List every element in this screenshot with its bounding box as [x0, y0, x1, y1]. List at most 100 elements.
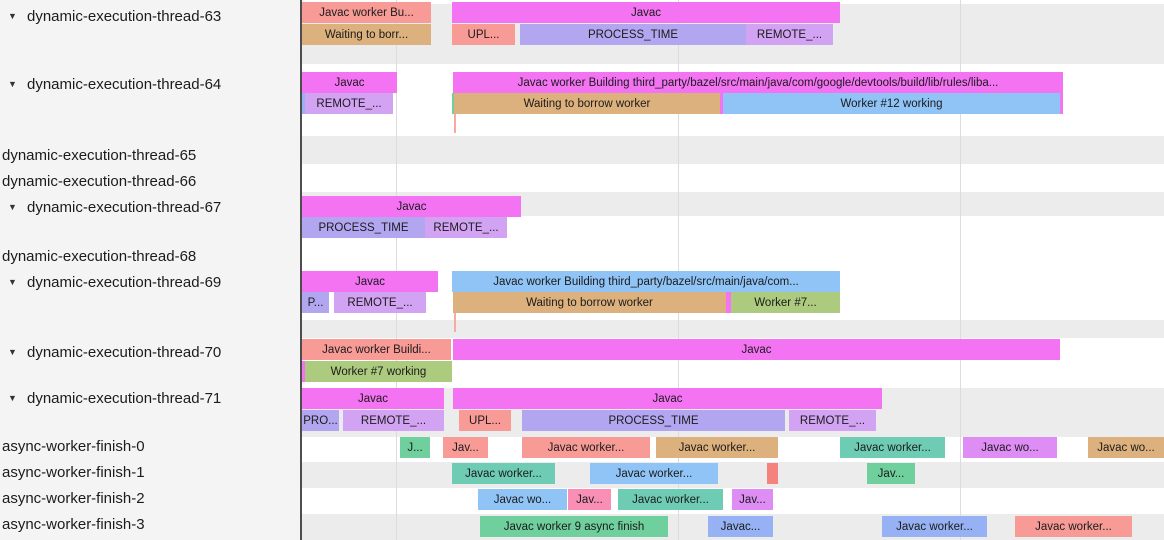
- slice-label: REMOTE_...: [360, 414, 427, 427]
- slice-label: Jav...: [739, 493, 766, 506]
- background-stripe: [302, 164, 1164, 192]
- trace-slice[interactable]: REMOTE_...: [425, 217, 507, 238]
- time-gridline: [678, 0, 679, 540]
- trace-slice[interactable]: REMOTE_...: [343, 410, 444, 431]
- thread-row-dynamic-execution-thread-71[interactable]: ▼ dynamic-execution-thread-71: [0, 388, 300, 408]
- trace-slice[interactable]: P...: [302, 292, 329, 313]
- slice-label: Javac wo...: [1097, 441, 1155, 454]
- trace-slice-sliver[interactable]: [1060, 93, 1063, 114]
- slice-label: Javac: [357, 392, 389, 405]
- collapse-arrow-icon[interactable]: ▼: [8, 11, 17, 21]
- trace-slice[interactable]: Jav...: [732, 489, 773, 510]
- thread-row-dynamic-execution-thread-63[interactable]: ▼ dynamic-execution-thread-63: [0, 6, 300, 26]
- slice-label: Waiting to borrow worker: [523, 97, 651, 110]
- trace-slice[interactable]: Javac wo...: [1088, 437, 1164, 458]
- trace-slice[interactable]: Waiting to borr...: [302, 24, 431, 45]
- thread-row-async-worker-finish-2[interactable]: async-worker-finish-2: [0, 488, 300, 508]
- trace-slice[interactable]: Javac worker Bu...: [302, 2, 431, 23]
- thread-row-async-worker-finish-0[interactable]: async-worker-finish-0: [0, 436, 300, 456]
- thread-name-label: async-worker-finish-0: [2, 437, 145, 455]
- slice-label: Jav...: [576, 493, 603, 506]
- instant-event-tick[interactable]: [454, 114, 456, 133]
- trace-slice[interactable]: Worker #7...: [731, 292, 840, 313]
- trace-slice[interactable]: Jav...: [568, 489, 611, 510]
- trace-slice[interactable]: Javac: [453, 339, 1060, 360]
- trace-slice-sliver[interactable]: [767, 463, 778, 484]
- trace-slice[interactable]: UPL...: [459, 410, 511, 431]
- trace-slice[interactable]: Javac: [302, 72, 397, 93]
- trace-slice[interactable]: Javac worker 9 async finish: [480, 516, 668, 537]
- thread-row-dynamic-execution-thread-67[interactable]: ▼ dynamic-execution-thread-67: [0, 197, 300, 217]
- collapse-arrow-icon[interactable]: ▼: [8, 277, 17, 287]
- trace-slice-sliver[interactable]: [720, 93, 723, 114]
- trace-slice[interactable]: PROCESS_TIME: [520, 24, 746, 45]
- trace-slice[interactable]: Javac: [302, 196, 521, 217]
- slice-label: Waiting to borrow worker: [526, 296, 653, 309]
- thread-row-dynamic-execution-thread-68[interactable]: dynamic-execution-thread-68: [0, 246, 300, 266]
- trace-slice[interactable]: Javac worker...: [590, 463, 718, 484]
- trace-slice[interactable]: Javac worker...: [656, 437, 778, 458]
- trace-slice[interactable]: J...: [400, 437, 430, 458]
- trace-slice-sliver[interactable]: [726, 292, 731, 313]
- collapse-arrow-icon[interactable]: ▼: [8, 202, 17, 212]
- trace-slice[interactable]: Javac worker...: [1015, 516, 1132, 537]
- slice-label: Javac: [334, 76, 365, 89]
- slice-label: Waiting to borr...: [324, 28, 409, 41]
- thread-row-dynamic-execution-thread-70[interactable]: ▼ dynamic-execution-thread-70: [0, 342, 300, 362]
- thread-name-label: dynamic-execution-thread-66: [2, 172, 197, 190]
- slice-label: Javac wo...: [981, 441, 1039, 454]
- trace-slice[interactable]: REMOTE_...: [746, 24, 833, 45]
- slice-label: Javac worker...: [678, 441, 756, 454]
- trace-slice[interactable]: Javac: [452, 2, 840, 23]
- slice-label: Javac worker...: [896, 520, 973, 533]
- time-gridline: [396, 0, 397, 540]
- trace-slice[interactable]: Javac worker...: [882, 516, 987, 537]
- trace-slice[interactable]: Waiting to borrow worker: [453, 292, 726, 313]
- trace-slice[interactable]: Jav...: [443, 437, 488, 458]
- instant-event-tick[interactable]: [454, 313, 456, 332]
- trace-slice[interactable]: Javac worker Building third_party/bazel/…: [453, 72, 1063, 93]
- trace-slice[interactable]: UPL...: [452, 24, 515, 45]
- trace-slice[interactable]: Javac worker...: [522, 437, 650, 458]
- collapse-arrow-icon[interactable]: ▼: [8, 347, 17, 357]
- thread-row-dynamic-execution-thread-69[interactable]: ▼ dynamic-execution-thread-69: [0, 272, 300, 292]
- trace-slice[interactable]: Javac: [302, 388, 444, 409]
- background-stripe: [302, 462, 1164, 488]
- trace-slice[interactable]: Jav...: [867, 463, 915, 484]
- trace-slice[interactable]: Javac wo...: [478, 489, 567, 510]
- trace-slice[interactable]: PROCESS_TIME: [302, 217, 425, 238]
- slice-label: P...: [307, 296, 324, 309]
- trace-slice[interactable]: REMOTE_...: [334, 292, 426, 313]
- thread-row-dynamic-execution-thread-66[interactable]: dynamic-execution-thread-66: [0, 171, 300, 191]
- trace-slice[interactable]: Javac worker...: [840, 437, 945, 458]
- thread-row-dynamic-execution-thread-64[interactable]: ▼ dynamic-execution-thread-64: [0, 74, 300, 94]
- trace-slice-sliver[interactable]: [452, 93, 454, 114]
- time-gridline: [960, 0, 961, 540]
- trace-slice[interactable]: Javac...: [708, 516, 773, 537]
- trace-slice[interactable]: Worker #7 working: [305, 361, 452, 382]
- collapse-arrow-icon[interactable]: ▼: [8, 79, 17, 89]
- thread-name-label: dynamic-execution-thread-67: [27, 198, 222, 216]
- trace-slice[interactable]: Javac worker...: [452, 463, 555, 484]
- thread-row-async-worker-finish-3[interactable]: async-worker-finish-3: [0, 514, 300, 534]
- trace-slice[interactable]: Javac wo...: [963, 437, 1057, 458]
- trace-slice[interactable]: Javac worker...: [618, 489, 723, 510]
- trace-slice[interactable]: Worker #12 working: [723, 93, 1060, 114]
- trace-slice[interactable]: PROCESS_TIME: [522, 410, 785, 431]
- trace-slice[interactable]: REMOTE_...: [789, 410, 876, 431]
- trace-slice[interactable]: Waiting to borrow worker: [454, 93, 720, 114]
- slice-label: UPL...: [467, 28, 500, 41]
- trace-slice[interactable]: PRO...: [302, 410, 339, 431]
- collapse-arrow-icon[interactable]: ▼: [8, 393, 17, 403]
- trace-slice[interactable]: REMOTE_...: [305, 93, 393, 114]
- trace-slice[interactable]: Javac: [302, 271, 438, 292]
- trace-slice[interactable]: Javac worker Building third_party/bazel/…: [452, 271, 840, 292]
- thread-row-async-worker-finish-1[interactable]: async-worker-finish-1: [0, 462, 300, 482]
- thread-name-label: dynamic-execution-thread-63: [27, 7, 222, 25]
- trace-slice[interactable]: Javac: [453, 388, 882, 409]
- thread-row-dynamic-execution-thread-65[interactable]: dynamic-execution-thread-65: [0, 145, 300, 165]
- trace-slice-sliver[interactable]: [302, 93, 305, 114]
- trace-slice-sliver[interactable]: [302, 361, 305, 382]
- trace-slice[interactable]: Javac worker Buildi...: [302, 339, 451, 360]
